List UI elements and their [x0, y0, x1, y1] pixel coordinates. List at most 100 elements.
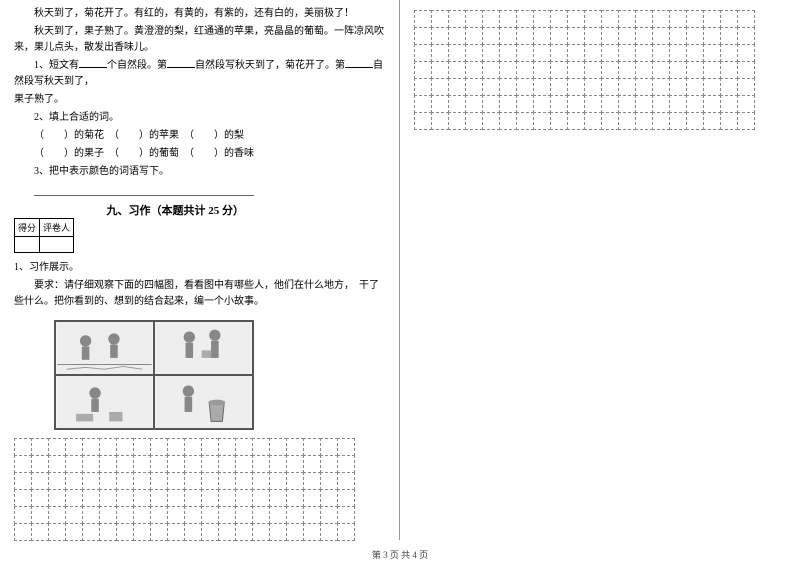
- writing-cell[interactable]: [201, 523, 219, 541]
- writing-cell[interactable]: [448, 27, 466, 45]
- writing-cell[interactable]: [669, 112, 687, 130]
- writing-cell[interactable]: [550, 61, 568, 79]
- writing-cell[interactable]: [252, 472, 270, 490]
- writing-cell[interactable]: [465, 61, 483, 79]
- writing-cell[interactable]: [635, 95, 653, 113]
- writing-cell[interactable]: [82, 506, 100, 524]
- writing-cell[interactable]: [669, 27, 687, 45]
- writing-cell[interactable]: [465, 44, 483, 62]
- writing-cell[interactable]: [65, 455, 83, 473]
- writing-cell[interactable]: [31, 523, 49, 541]
- writing-cell[interactable]: [48, 455, 66, 473]
- writing-cell[interactable]: [201, 472, 219, 490]
- writing-cell[interactable]: [465, 95, 483, 113]
- writing-cell[interactable]: [550, 78, 568, 96]
- writing-cell[interactable]: [720, 10, 738, 28]
- writing-cell[interactable]: [669, 44, 687, 62]
- writing-cell[interactable]: [635, 10, 653, 28]
- writing-cell[interactable]: [133, 455, 151, 473]
- writing-cell[interactable]: [431, 61, 449, 79]
- writing-cell[interactable]: [303, 489, 321, 507]
- writing-cell[interactable]: [516, 112, 534, 130]
- writing-cell[interactable]: [269, 523, 287, 541]
- writing-cell[interactable]: [320, 438, 338, 456]
- writing-cell[interactable]: [550, 95, 568, 113]
- writing-cell[interactable]: [431, 95, 449, 113]
- writing-cell[interactable]: [167, 472, 185, 490]
- writing-cell[interactable]: [499, 10, 517, 28]
- writing-cell[interactable]: [116, 523, 134, 541]
- writing-cell[interactable]: [414, 44, 432, 62]
- writing-cell[interactable]: [320, 489, 338, 507]
- writing-cell[interactable]: [601, 112, 619, 130]
- writing-cell[interactable]: [320, 506, 338, 524]
- writing-cell[interactable]: [431, 112, 449, 130]
- writing-cell[interactable]: [567, 10, 585, 28]
- writing-cell[interactable]: [218, 472, 236, 490]
- writing-cell[interactable]: [252, 489, 270, 507]
- writing-cell[interactable]: [235, 489, 253, 507]
- writing-cell[interactable]: [465, 112, 483, 130]
- writing-cell[interactable]: [567, 78, 585, 96]
- writing-cell[interactable]: [116, 472, 134, 490]
- writing-grid-right[interactable]: [414, 10, 754, 129]
- writing-cell[interactable]: [414, 61, 432, 79]
- writing-cell[interactable]: [567, 95, 585, 113]
- writing-cell[interactable]: [133, 472, 151, 490]
- writing-cell[interactable]: [65, 438, 83, 456]
- writing-cell[interactable]: [652, 10, 670, 28]
- writing-cell[interactable]: [703, 44, 721, 62]
- writing-cell[interactable]: [269, 472, 287, 490]
- grader-cell[interactable]: [40, 237, 74, 253]
- writing-cell[interactable]: [235, 506, 253, 524]
- writing-cell[interactable]: [116, 455, 134, 473]
- writing-cell[interactable]: [235, 438, 253, 456]
- writing-cell[interactable]: [567, 44, 585, 62]
- writing-cell[interactable]: [99, 472, 117, 490]
- writing-cell[interactable]: [652, 27, 670, 45]
- writing-cell[interactable]: [337, 489, 355, 507]
- writing-cell[interactable]: [167, 455, 185, 473]
- writing-cell[interactable]: [516, 27, 534, 45]
- writing-cell[interactable]: [720, 44, 738, 62]
- writing-cell[interactable]: [286, 489, 304, 507]
- writing-cell[interactable]: [269, 506, 287, 524]
- writing-cell[interactable]: [482, 61, 500, 79]
- writing-cell[interactable]: [448, 78, 466, 96]
- writing-cell[interactable]: [584, 78, 602, 96]
- writing-cell[interactable]: [116, 506, 134, 524]
- writing-cell[interactable]: [14, 472, 32, 490]
- writing-cell[interactable]: [235, 523, 253, 541]
- writing-cell[interactable]: [150, 523, 168, 541]
- writing-cell[interactable]: [201, 506, 219, 524]
- writing-cell[interactable]: [133, 438, 151, 456]
- writing-cell[interactable]: [635, 44, 653, 62]
- writing-cell[interactable]: [601, 27, 619, 45]
- writing-cell[interactable]: [448, 112, 466, 130]
- writing-cell[interactable]: [303, 472, 321, 490]
- writing-cell[interactable]: [414, 10, 432, 28]
- writing-cell[interactable]: [201, 455, 219, 473]
- writing-cell[interactable]: [286, 455, 304, 473]
- writing-cell[interactable]: [686, 44, 704, 62]
- writing-cell[interactable]: [201, 489, 219, 507]
- writing-cell[interactable]: [150, 438, 168, 456]
- writing-cell[interactable]: [65, 489, 83, 507]
- writing-cell[interactable]: [337, 472, 355, 490]
- writing-cell[interactable]: [703, 61, 721, 79]
- writing-cell[interactable]: [516, 95, 534, 113]
- writing-cell[interactable]: [482, 78, 500, 96]
- writing-cell[interactable]: [618, 112, 636, 130]
- writing-cell[interactable]: [703, 112, 721, 130]
- writing-cell[interactable]: [269, 455, 287, 473]
- score-cell[interactable]: [15, 237, 40, 253]
- writing-cell[interactable]: [584, 44, 602, 62]
- writing-cell[interactable]: [184, 506, 202, 524]
- writing-cell[interactable]: [303, 438, 321, 456]
- writing-cell[interactable]: [516, 61, 534, 79]
- writing-cell[interactable]: [448, 10, 466, 28]
- writing-cell[interactable]: [167, 506, 185, 524]
- writing-cell[interactable]: [448, 61, 466, 79]
- writing-cell[interactable]: [99, 489, 117, 507]
- writing-cell[interactable]: [65, 523, 83, 541]
